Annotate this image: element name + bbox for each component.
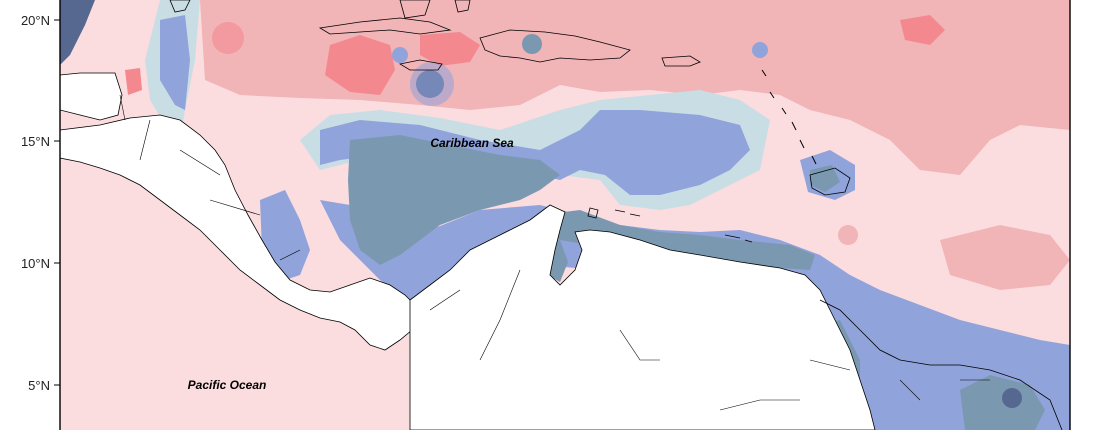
blue-deep-cayman — [392, 47, 408, 63]
land-yucatan — [59, 72, 123, 121]
red-core-jamaica-west — [325, 35, 395, 95]
island-puerto-rico — [661, 55, 701, 67]
blue-dark-east-island — [810, 165, 840, 192]
lat-label-5: 5°N — [28, 378, 50, 393]
blue-mid-west-coast — [160, 15, 190, 110]
blue-deep-puerto-rico — [752, 42, 768, 58]
guyana-coast-outline — [819, 299, 1063, 431]
left-margin — [0, 0, 60, 430]
island-lesser-antilles — [761, 69, 817, 165]
lat-label-20: 20°N — [21, 13, 50, 28]
country-borders — [119, 94, 990, 411]
island-cuba — [318, 17, 452, 35]
island-hispaniola — [479, 29, 631, 63]
blue-dark-central-basin — [348, 135, 560, 265]
red-core-sw-small — [838, 225, 858, 245]
red-band-north — [200, 0, 1070, 175]
blue-deep-jamaica-ring — [410, 62, 454, 106]
blue-mid-central — [320, 110, 750, 195]
lat-label-15: 15°N — [21, 134, 50, 149]
red-core-east — [900, 15, 945, 45]
land-south-america — [409, 204, 876, 431]
lat-label-10: 10°N — [21, 256, 50, 271]
island-aruba — [587, 207, 599, 219]
island-north-cluster — [169, 0, 471, 19]
label-caribbean-sea: Caribbean Sea — [430, 136, 514, 150]
island-jamaica — [398, 59, 443, 71]
island-trinidad — [809, 167, 851, 196]
island-venezuelan-isles — [614, 209, 753, 243]
red-core-yucatan — [125, 68, 142, 95]
right-margin — [1070, 0, 1100, 430]
blue-dark-venezuela-coast — [540, 210, 815, 270]
blue-deep-se — [1002, 388, 1022, 408]
label-pacific-ocean: Pacific Ocean — [188, 378, 267, 392]
red-band-east — [940, 225, 1070, 290]
red-core-bermuda-left — [212, 22, 244, 54]
red-core-haiti — [420, 32, 480, 66]
blue-deep-hispaniola — [522, 34, 542, 54]
blue-dark-se — [960, 375, 1045, 430]
nw-dark-blue-patch — [60, 0, 95, 65]
